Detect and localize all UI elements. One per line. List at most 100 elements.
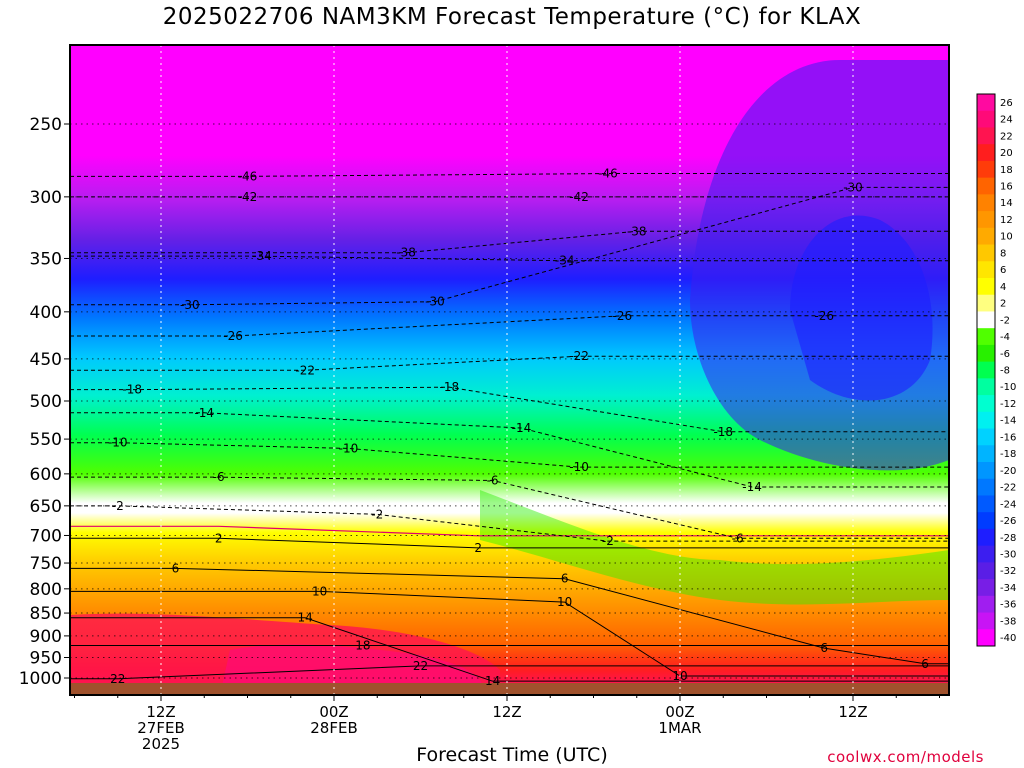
x-tick-label: 00Z bbox=[319, 703, 348, 721]
colorbar-swatch bbox=[977, 211, 995, 229]
y-tick-label: 400 bbox=[30, 303, 62, 323]
colorbar-label: -16 bbox=[1000, 432, 1016, 443]
contour-label: -26 bbox=[613, 309, 633, 323]
contour-label: -18 bbox=[122, 383, 142, 397]
contour-label: -10 bbox=[569, 460, 589, 474]
contour-label: -2 bbox=[112, 499, 124, 513]
colorbar-swatch bbox=[977, 445, 995, 463]
colorbar-label: 14 bbox=[1000, 198, 1013, 209]
y-tick-label: 500 bbox=[30, 392, 62, 412]
colorbar-swatch bbox=[977, 227, 995, 246]
contour-label: -18 bbox=[440, 380, 460, 394]
colorbar-swatch bbox=[977, 462, 995, 480]
colorbar-label: -30 bbox=[1000, 550, 1016, 561]
contour-label: -6 bbox=[732, 531, 744, 545]
contour-labels: -46 -46-42 -42-38-38-34 -34-30 -30-30-26-26-… bbox=[108, 167, 929, 689]
contour-label: -30 bbox=[180, 298, 200, 312]
x-tick-label: 12Z bbox=[146, 703, 175, 721]
colorbar-swatch bbox=[977, 244, 995, 262]
x-tick-label: 27FEB bbox=[137, 719, 184, 737]
x-tick-label: 12Z bbox=[492, 703, 521, 721]
contour-label: 22 bbox=[413, 659, 428, 673]
plot-frame bbox=[69, 44, 950, 696]
contour-label: 6 bbox=[921, 657, 929, 671]
colorbar-swatch bbox=[977, 579, 995, 597]
contour-label: -6 bbox=[487, 473, 499, 487]
x-tick-label: 00Z bbox=[665, 703, 694, 721]
contour-line bbox=[70, 442, 949, 468]
colorbar-label: 6 bbox=[1000, 265, 1006, 276]
colorbar-swatch bbox=[977, 144, 995, 162]
colorbar-swatch bbox=[977, 378, 995, 396]
y-tick-label: 300 bbox=[30, 188, 62, 208]
colorbar-label: -36 bbox=[1000, 600, 1016, 611]
colorbar-label: 8 bbox=[1000, 248, 1006, 259]
colorbar-swatch bbox=[977, 595, 995, 614]
contour-label: -10 bbox=[339, 441, 359, 455]
contour-label: -26 bbox=[814, 309, 834, 323]
cold-core-region bbox=[790, 215, 933, 401]
y-tick-label: 900 bbox=[30, 627, 62, 647]
colorbar-swatch bbox=[977, 562, 995, 580]
contour-label: 22 bbox=[110, 672, 125, 686]
contour-label: 14 bbox=[485, 674, 500, 688]
contour-label: 18 bbox=[355, 639, 370, 653]
colorbar-label: -14 bbox=[1000, 416, 1016, 427]
contour-label: 10 bbox=[557, 595, 572, 609]
colorbar-label: -22 bbox=[1000, 483, 1016, 494]
colorbar-swatch bbox=[977, 512, 995, 530]
contour-line bbox=[70, 476, 949, 539]
y-axis: 250 300 350 400 450 500 550 600 650 700 750 800 850 9… bbox=[19, 115, 70, 689]
contour-line bbox=[70, 617, 949, 682]
contour-label: -34 bbox=[555, 254, 575, 268]
y-tick-label: 600 bbox=[30, 465, 62, 485]
colorbar-label: 16 bbox=[1000, 182, 1013, 193]
contour-label: -38 bbox=[396, 246, 416, 260]
x-tick-label: 12Z bbox=[838, 703, 867, 721]
y-tick-label: 550 bbox=[30, 430, 62, 450]
colorbar-swatch bbox=[977, 395, 995, 413]
colorbar-label: -2 bbox=[1000, 315, 1010, 326]
colorbar-label: -6 bbox=[1000, 349, 1010, 360]
contour-label: -38 bbox=[627, 224, 647, 238]
y-tick-label: 650 bbox=[30, 497, 62, 517]
contour-label: -34 bbox=[252, 249, 272, 263]
colorbar-swatch bbox=[977, 478, 995, 496]
colorbar-swatch bbox=[977, 278, 995, 296]
colorbar-swatch bbox=[977, 110, 995, 128]
contour-label: -18 bbox=[713, 425, 733, 439]
contour-line bbox=[70, 186, 949, 306]
contour-label: -6 bbox=[213, 470, 225, 484]
colorbar-label: 10 bbox=[1000, 232, 1013, 243]
contour-line bbox=[70, 255, 949, 262]
colorbar-frame bbox=[976, 93, 996, 647]
y-tick-label: 450 bbox=[30, 350, 62, 370]
contour-label: -22 bbox=[295, 363, 315, 377]
contour-label: 6 bbox=[172, 561, 180, 575]
contour-label: -42 bbox=[569, 190, 589, 204]
colorbar-swatch bbox=[977, 344, 995, 363]
contour-lines bbox=[70, 173, 949, 682]
contour-line bbox=[70, 412, 949, 488]
contour-label: -14 bbox=[194, 406, 214, 420]
colorbar-label: 4 bbox=[1000, 282, 1006, 293]
colorbar-swatch bbox=[977, 545, 995, 563]
contour-label: -30 bbox=[425, 295, 445, 309]
colorbar-label: -12 bbox=[1000, 399, 1016, 410]
colorbar-label: -34 bbox=[1000, 583, 1016, 594]
colorbar-label: -10 bbox=[1000, 382, 1016, 393]
colorbar-swatch bbox=[977, 160, 995, 179]
colorbar-label: -28 bbox=[1000, 533, 1016, 544]
contour-line bbox=[70, 665, 949, 680]
colorbar-label: 22 bbox=[1000, 131, 1013, 142]
grid-lines bbox=[70, 45, 949, 695]
colorbar-swatch bbox=[977, 612, 995, 630]
y-tick-label: 950 bbox=[30, 649, 62, 669]
colorbar-label: 20 bbox=[1000, 148, 1013, 159]
credit-link[interactable]: coolwx.com/models bbox=[827, 748, 984, 766]
colorbar-label: 2 bbox=[1000, 299, 1006, 310]
colorbar-swatch bbox=[977, 261, 995, 279]
contour-label: -14 bbox=[742, 480, 762, 494]
colorbar-label: -38 bbox=[1000, 616, 1016, 627]
